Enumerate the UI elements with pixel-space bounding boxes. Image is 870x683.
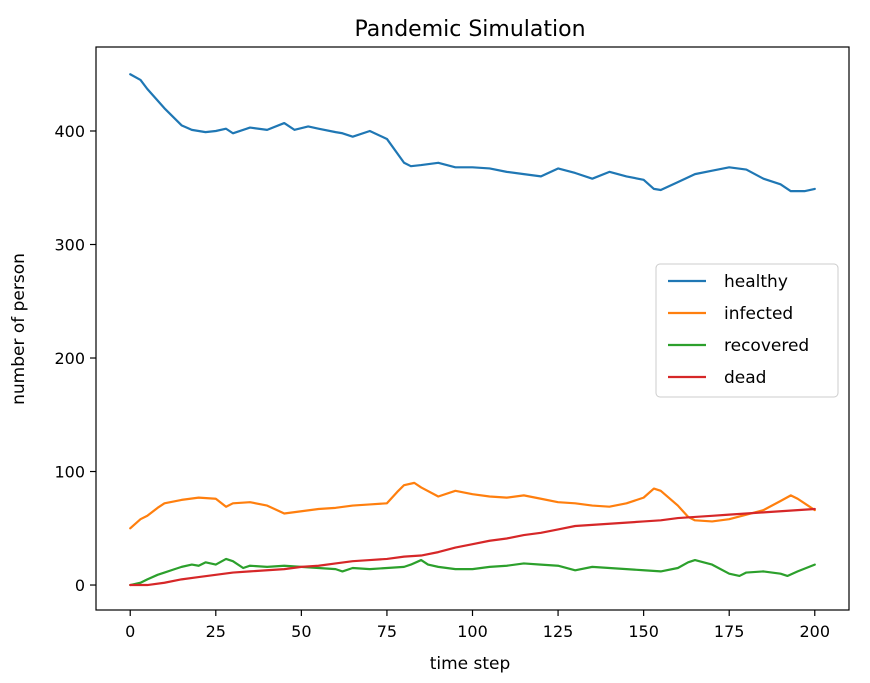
- legend-label-healthy: healthy: [724, 272, 788, 292]
- y-tick-label: 400: [54, 122, 85, 141]
- plot-area: 0 25 50 75 100 125 150 175 200 0 100 200 300 400 healt…: [54, 46, 850, 641]
- legend-box: [655, 263, 839, 398]
- series-line-healthy: [129, 73, 816, 193]
- x-axis-label: time step: [430, 654, 511, 674]
- legend-label-infected: infected: [724, 304, 793, 324]
- x-tick-label: 125: [543, 622, 574, 641]
- series-line-dead: [129, 507, 816, 587]
- x-tick-label: 25: [206, 622, 226, 641]
- x-tick-label: 200: [799, 622, 830, 641]
- x-tick-label: 0: [125, 622, 135, 641]
- series-line-recovered: [129, 557, 816, 587]
- y-tick-label: 200: [54, 349, 85, 368]
- series-lines: [129, 73, 816, 587]
- y-tick-label: 300: [54, 236, 85, 255]
- legend-label-recovered: recovered: [724, 336, 809, 356]
- series-line-infected: [129, 481, 816, 530]
- legend: healthy infected recovered dead: [655, 263, 839, 398]
- legend-label-dead: dead: [724, 368, 766, 388]
- x-tick-label: 150: [628, 622, 659, 641]
- y-tick-label: 0: [75, 576, 85, 595]
- chart-title: Pandemic Simulation: [354, 17, 585, 42]
- y-tick-label: 100: [54, 463, 85, 482]
- y-axis-label: number of person: [9, 253, 29, 405]
- x-tick-label: 100: [457, 622, 488, 641]
- x-tick-label: 75: [377, 622, 397, 641]
- x-tick-label: 50: [291, 622, 311, 641]
- x-tick-label: 175: [714, 622, 745, 641]
